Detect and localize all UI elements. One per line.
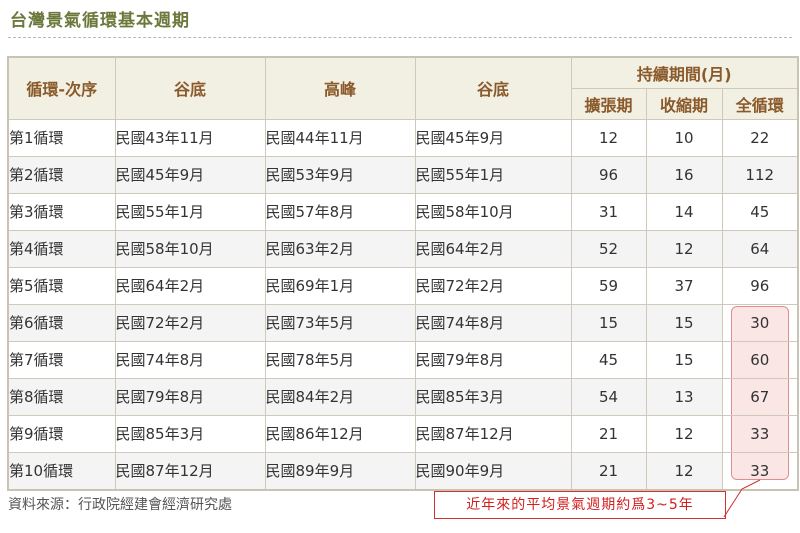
header-trough-end: 谷底 (414, 56, 572, 120)
trough-start-cell: 民國43年11月 (114, 118, 266, 157)
trough-end-cell: 民國72年2月 (414, 266, 572, 305)
trough-end-cell: 民國79年8月 (414, 340, 572, 379)
full-cycle-cell: 60 (721, 340, 799, 379)
header-trough-start: 谷底 (114, 56, 266, 120)
peak-cell: 民國84年2月 (264, 377, 416, 416)
expansion-cell: 15 (570, 303, 647, 342)
peak-cell: 民國73年5月 (264, 303, 416, 342)
full-cycle-cell: 33 (721, 414, 799, 453)
trough-start-cell: 民國74年8月 (114, 340, 266, 379)
expansion-cell: 52 (570, 229, 647, 268)
contraction-cell: 15 (645, 303, 723, 342)
full-cycle-cell: 112 (721, 155, 799, 194)
cycle-cell: 第7循環 (7, 340, 116, 379)
trough-end-cell: 民國55年1月 (414, 155, 572, 194)
expansion-cell: 21 (570, 451, 647, 490)
business-cycle-table: 循環-次序 谷底 高峰 谷底 持續期間(月) 擴張期 收縮期 全循環 第1循環民… (7, 56, 799, 491)
header-expansion: 擴張期 (570, 87, 647, 120)
trough-start-cell: 民國85年3月 (114, 414, 266, 453)
trough-start-cell: 民國64年2月 (114, 266, 266, 305)
contraction-cell: 13 (645, 377, 723, 416)
trough-start-cell: 民國45年9月 (114, 155, 266, 194)
table-row: 第9循環 民國85年3月 民國86年12月 民國87年12月 21 12 33 (7, 414, 799, 453)
full-cycle-cell: 67 (721, 377, 799, 416)
full-cycle-cell: 22 (721, 118, 799, 157)
cycle-cell: 第2循環 (7, 155, 116, 194)
trough-start-cell: 民國79年8月 (114, 377, 266, 416)
expansion-cell: 59 (570, 266, 647, 305)
full-cycle-cell: 33 (721, 451, 799, 490)
expansion-cell: 21 (570, 414, 647, 453)
contraction-cell: 12 (645, 451, 723, 490)
expansion-cell: 54 (570, 377, 647, 416)
header-contraction: 收縮期 (645, 87, 723, 120)
peak-cell: 民國86年12月 (264, 414, 416, 453)
trough-end-cell: 民國87年12月 (414, 414, 572, 453)
contraction-cell: 12 (645, 229, 723, 268)
table-row: 第7循環 民國74年8月 民國78年5月 民國79年8月 45 15 60 (7, 340, 799, 379)
peak-cell: 民國69年1月 (264, 266, 416, 305)
peak-cell: 民國63年2月 (264, 229, 416, 268)
header-peak: 高峰 (264, 56, 416, 120)
trough-end-cell: 民國90年9月 (414, 451, 572, 490)
peak-cell: 民國44年11月 (264, 118, 416, 157)
cycle-cell: 第9循環 (7, 414, 116, 453)
table-row: 第3循環 民國55年1月 民國57年8月 民國58年10月 31 14 45 (7, 192, 799, 231)
table-row: 第10循環 民國87年12月 民國89年9月 民國90年9月 21 12 33 (7, 451, 799, 490)
table-row: 第8循環 民國79年8月 民國84年2月 民國85年3月 54 13 67 (7, 377, 799, 416)
full-cycle-cell: 64 (721, 229, 799, 268)
average-cycle-callout: 近年來的平均景氣週期約爲3~5年 (434, 491, 726, 519)
full-cycle-cell: 45 (721, 192, 799, 231)
cycle-cell: 第8循環 (7, 377, 116, 416)
expansion-cell: 45 (570, 340, 647, 379)
cycle-cell: 第6循環 (7, 303, 116, 342)
header-duration: 持續期間(月) (570, 56, 799, 89)
trough-start-cell: 民國87年12月 (114, 451, 266, 490)
page-title: 台灣景氣循環基本週期 (10, 11, 190, 31)
peak-cell: 民國57年8月 (264, 192, 416, 231)
table-row: 第4循環 民國58年10月 民國63年2月 民國64年2月 52 12 64 (7, 229, 799, 268)
trough-end-cell: 民國85年3月 (414, 377, 572, 416)
title-divider (8, 37, 792, 38)
table-row: 第5循環 民國64年2月 民國69年1月 民國72年2月 59 37 96 (7, 266, 799, 305)
table-row: 第2循環 民國45年9月 民國53年9月 民國55年1月 96 16 112 (7, 155, 799, 194)
data-source: 資料來源：行政院經建會經濟研究處 (8, 497, 232, 513)
trough-start-cell: 民國72年2月 (114, 303, 266, 342)
table-row: 第6循環 民國72年2月 民國73年5月 民國74年8月 15 15 30 (7, 303, 799, 342)
peak-cell: 民國53年9月 (264, 155, 416, 194)
trough-end-cell: 民國58年10月 (414, 192, 572, 231)
contraction-cell: 16 (645, 155, 723, 194)
cycle-cell: 第4循環 (7, 229, 116, 268)
cycle-cell: 第3循環 (7, 192, 116, 231)
cycle-cell: 第10循環 (7, 451, 116, 490)
contraction-cell: 12 (645, 414, 723, 453)
full-cycle-cell: 96 (721, 266, 799, 305)
peak-cell: 民國89年9月 (264, 451, 416, 490)
contraction-cell: 15 (645, 340, 723, 379)
peak-cell: 民國78年5月 (264, 340, 416, 379)
trough-start-cell: 民國58年10月 (114, 229, 266, 268)
expansion-cell: 31 (570, 192, 647, 231)
trough-end-cell: 民國74年8月 (414, 303, 572, 342)
trough-start-cell: 民國55年1月 (114, 192, 266, 231)
contraction-cell: 37 (645, 266, 723, 305)
trough-end-cell: 民國45年9月 (414, 118, 572, 157)
contraction-cell: 10 (645, 118, 723, 157)
full-cycle-cell: 30 (721, 303, 799, 342)
contraction-cell: 14 (645, 192, 723, 231)
expansion-cell: 96 (570, 155, 647, 194)
